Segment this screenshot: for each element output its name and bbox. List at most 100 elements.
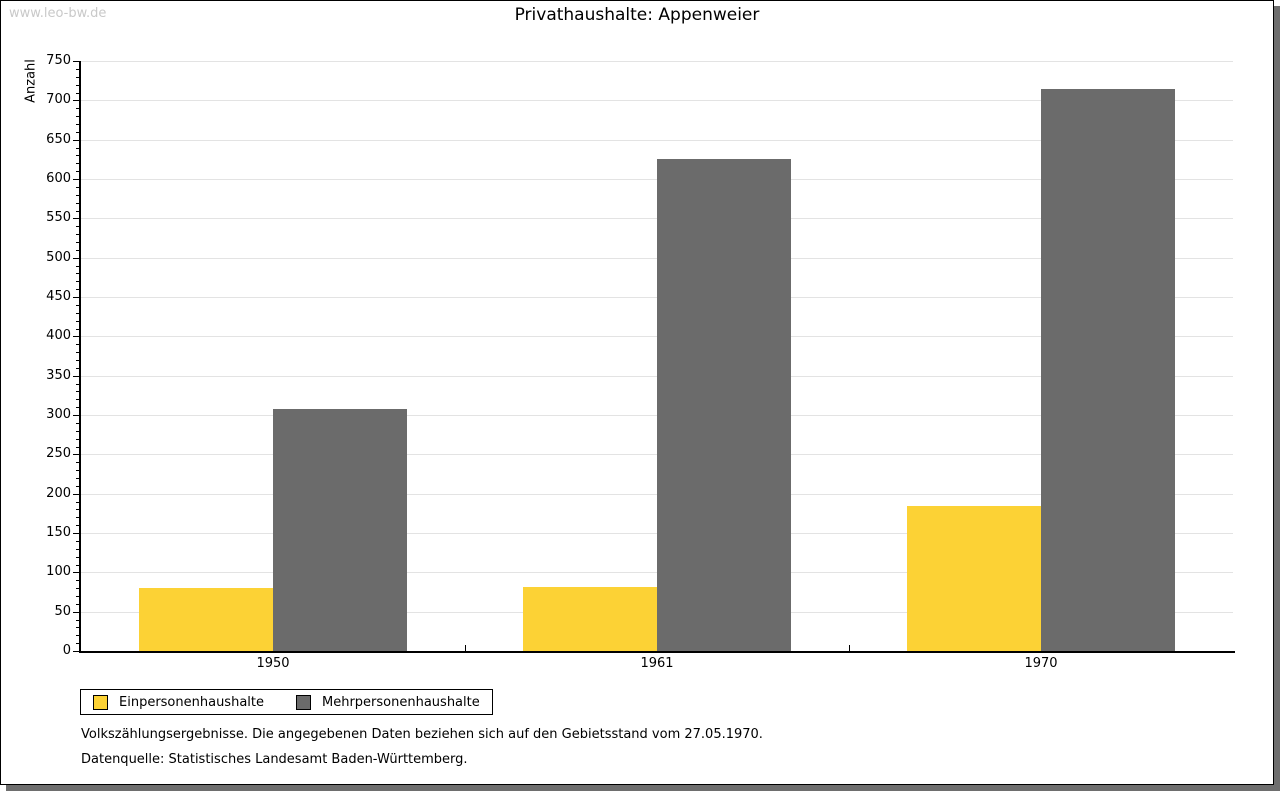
y-minor-tick <box>76 477 79 479</box>
y-minor-tick <box>76 186 79 188</box>
y-minor-tick <box>76 273 79 275</box>
y-minor-tick <box>76 210 79 212</box>
y-tick-label: 0 <box>62 643 71 658</box>
y-major-tick <box>73 100 79 102</box>
y-minor-tick <box>76 84 79 86</box>
y-minor-tick <box>76 580 79 582</box>
y-major-tick <box>73 611 79 613</box>
x-axis-tick <box>465 645 466 651</box>
y-minor-tick <box>76 281 79 283</box>
y-minor-tick <box>76 595 79 597</box>
x-axis-line <box>79 651 1235 653</box>
y-minor-tick <box>76 462 79 464</box>
y-major-tick <box>73 533 79 534</box>
y-minor-tick <box>76 320 79 322</box>
x-tick-label: 1970 <box>1024 656 1058 671</box>
y-minor-tick <box>76 202 79 204</box>
y-minor-tick <box>76 163 79 165</box>
legend-swatch-icon <box>93 694 108 710</box>
y-tick-label: 600 <box>46 171 71 186</box>
y-tick-label: 750 <box>46 53 71 68</box>
y-tick-label: 450 <box>46 289 71 304</box>
gridline <box>81 61 1233 62</box>
y-minor-tick <box>76 68 79 70</box>
y-minor-tick <box>76 131 79 133</box>
y-minor-tick <box>76 619 79 621</box>
y-tick-label: 550 <box>46 210 71 226</box>
y-tick-label: 300 <box>46 407 71 422</box>
y-tick-label: 250 <box>46 446 71 462</box>
y-minor-tick <box>76 470 79 472</box>
chart-title: Privathaushalte: Appenweier <box>514 5 760 25</box>
y-major-tick <box>73 375 79 377</box>
watermark: www.leo-bw.de <box>9 6 107 21</box>
y-minor-tick <box>76 391 79 393</box>
y-tick-label: 150 <box>46 525 71 540</box>
y-major-tick <box>73 218 79 220</box>
y-minor-tick <box>76 485 79 487</box>
x-axis-tick <box>849 645 850 651</box>
y-major-tick <box>73 415 79 416</box>
bar-einpersonenhaushalte-1961 <box>523 586 657 651</box>
y-minor-tick <box>76 556 79 558</box>
y-tick-label: 400 <box>46 328 71 344</box>
y-minor-tick <box>76 430 79 432</box>
y-minor-tick <box>76 359 79 361</box>
y-minor-tick <box>76 249 79 251</box>
y-minor-tick <box>76 635 79 637</box>
gridline <box>81 100 1233 102</box>
y-minor-tick <box>76 588 79 590</box>
y-major-tick <box>73 61 79 62</box>
bar-einpersonenhaushalte-1970 <box>907 505 1041 651</box>
bar-mehrpersonenhaushalte-1950 <box>273 408 407 651</box>
y-minor-tick <box>76 525 79 527</box>
y-minor-tick <box>76 265 79 267</box>
x-tick-label: 1961 <box>640 656 674 671</box>
y-minor-tick <box>76 123 79 125</box>
y-tick-label: 100 <box>46 564 71 580</box>
y-minor-tick <box>76 289 79 291</box>
y-tick-label: 500 <box>46 249 71 265</box>
y-minor-tick <box>76 92 79 94</box>
y-minor-tick <box>76 509 79 511</box>
y-minor-tick <box>76 407 79 409</box>
y-minor-tick <box>76 399 79 401</box>
y-minor-tick <box>76 241 79 243</box>
y-major-tick <box>73 257 79 259</box>
y-major-tick <box>73 297 79 298</box>
y-major-tick <box>73 454 79 456</box>
y-axis-line <box>79 61 81 653</box>
legend-swatch-icon <box>296 694 311 710</box>
y-minor-tick <box>76 548 79 550</box>
legend-label: Einpersonenhaushalte <box>119 694 264 710</box>
legend-item-einpersonenhaushalte: Einpersonenhaushalte <box>93 694 264 710</box>
y-minor-tick <box>76 383 79 385</box>
gridline <box>81 139 1233 141</box>
y-tick-label: 700 <box>46 92 71 108</box>
y-minor-tick <box>76 540 79 542</box>
bar-mehrpersonenhaushalte-1970 <box>1041 89 1175 651</box>
y-minor-tick <box>76 226 79 228</box>
y-minor-tick <box>76 194 79 196</box>
y-major-tick <box>73 651 79 652</box>
y-minor-tick <box>76 171 79 173</box>
legend: Einpersonenhaushalte Mehrpersonenhaushalt… <box>80 689 493 715</box>
y-minor-tick <box>76 564 79 566</box>
y-minor-tick <box>76 422 79 424</box>
y-major-tick <box>73 493 79 495</box>
y-minor-tick <box>76 643 79 645</box>
y-minor-tick <box>76 603 79 605</box>
y-minor-tick <box>76 446 79 448</box>
y-minor-tick <box>76 328 79 330</box>
x-tick-label: 1950 <box>256 656 290 671</box>
y-tick-label: 50 <box>54 603 71 619</box>
y-tick-label: 350 <box>46 367 71 383</box>
y-tick-label: 200 <box>46 485 71 501</box>
legend-label: Mehrpersonenhaushalte <box>322 694 480 710</box>
y-major-tick <box>73 336 79 338</box>
y-minor-tick <box>76 76 79 78</box>
y-minor-tick <box>76 438 79 440</box>
footnote-datenquelle: Datenquelle: Statistisches Landesamt Bad… <box>81 752 468 767</box>
y-minor-tick <box>76 312 79 314</box>
y-minor-tick <box>76 304 79 306</box>
